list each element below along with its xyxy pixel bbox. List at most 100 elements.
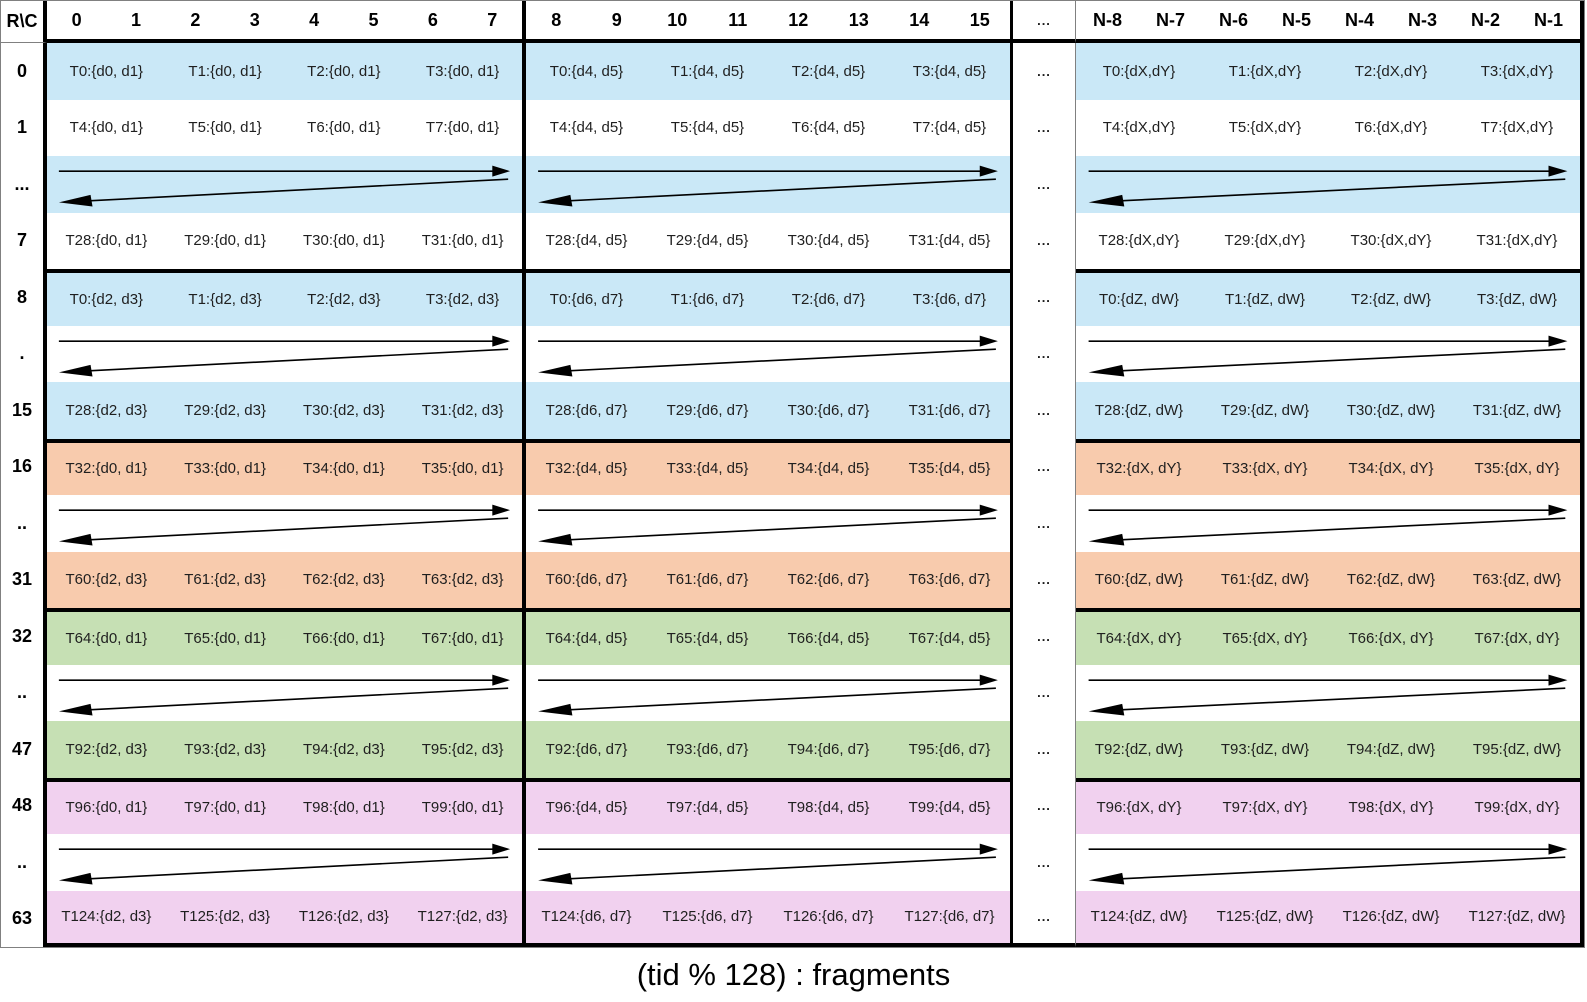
row-block: T92:{dZ, dW} T93:{dZ, dW} T94:{dZ, dW} T95:… — [1076, 721, 1584, 778]
fragment-cell: T60:{dZ, dW} — [1094, 571, 1184, 589]
fragment-cell: T126:{d6, d7} — [783, 908, 874, 926]
column-header: N-4 — [1344, 9, 1374, 30]
fragment-cell: T61:{d6, d7} — [666, 571, 749, 589]
table-row: 32 T64:{d0, d1} T65:{d0, d1} T66:{d0, d1} T6… — [1, 608, 1584, 665]
fragment-cell: T33:{d0, d1} — [184, 460, 266, 478]
header-block-3: N-8 N-7 N-6 N-5 N-4 N-3 N-2 N-1 — [1076, 1, 1584, 43]
ellipsis-cell: ... — [1013, 438, 1076, 495]
fragment-cell: T124:{d2, d3} — [61, 908, 152, 926]
column-header: 4 — [309, 9, 320, 30]
fragment-cell: T34:{dX, dY} — [1348, 460, 1434, 478]
column-header: 9 — [611, 9, 622, 30]
row-block — [1076, 325, 1584, 382]
fragment-cell: T30:{d2, d3} — [303, 401, 385, 419]
column-header: N-3 — [1407, 9, 1437, 30]
column-header: N-2 — [1470, 9, 1500, 30]
serpentine-order-arrow — [58, 843, 511, 885]
fragment-cell: T32:{dX, dY} — [1096, 460, 1182, 478]
fragment-cell: T31:{d6, d7} — [908, 401, 991, 419]
fragment-cell: T35:{d4, d5} — [908, 460, 991, 478]
fragment-cell: T0:{d0, d1} — [69, 62, 144, 80]
serpentine-order-arrow — [1088, 165, 1568, 207]
row-label: .. — [1, 834, 47, 891]
fragment-cell: T67:{d4, d5} — [908, 629, 991, 647]
fragment-cell: T63:{d6, d7} — [908, 571, 991, 589]
fragment-cell: T1:{d4, d5} — [670, 62, 745, 80]
ellipsis-cell: ... — [1013, 156, 1076, 213]
row-block: T92:{d6, d7} T93:{d6, d7} T94:{d6, d7} T95:… — [526, 721, 1013, 778]
fragment-cell: T63:{d2, d3} — [421, 571, 504, 589]
row-label: 48 — [1, 777, 47, 834]
column-header: 3 — [249, 9, 260, 30]
fragment-cell: T99:{dX, dY} — [1474, 799, 1560, 817]
fragment-cell: T97:{d0, d1} — [184, 799, 266, 817]
fragment-cell: T29:{d2, d3} — [184, 401, 266, 419]
fragment-cell: T35:{dX, dY} — [1474, 460, 1560, 478]
fragment-cell: T96:{d4, d5} — [545, 799, 628, 817]
fragment-cell: T6:{d4, d5} — [791, 119, 866, 137]
table-row: ..... — [1, 834, 1584, 891]
fragment-cell: T31:{dX,dY} — [1476, 232, 1558, 250]
row-block: T28:{dX,dY} T29:{dX,dY} T30:{dX,dY} T31:{dX… — [1076, 212, 1584, 269]
fragment-cell: T1:{d6, d7} — [670, 290, 745, 308]
row-block: T96:{d0, d1} T97:{d0, d1} T98:{d0, d1} T99:… — [47, 777, 526, 834]
ellipsis-cell: ... — [1013, 721, 1076, 778]
fragment-cell: T28:{dX,dY} — [1098, 232, 1180, 250]
fragment-cell: T34:{d0, d1} — [303, 460, 385, 478]
ellipsis-cell: ... — [1013, 608, 1076, 665]
ellipsis-cell: ... — [1013, 99, 1076, 156]
row-block: T64:{d0, d1} T65:{d0, d1} T66:{d0, d1} T67:… — [47, 608, 526, 665]
row-label: 8 — [1, 269, 47, 326]
fragment-cell: T125:{d6, d7} — [662, 908, 753, 926]
fragment-cell: T2:{d4, d5} — [791, 62, 866, 80]
row-block: T28:{d4, d5} T29:{d4, d5} T30:{d4, d5} T31:… — [526, 212, 1013, 269]
fragment-cell: T62:{d2, d3} — [303, 571, 385, 589]
fragment-cell: T95:{dZ, dW} — [1472, 740, 1562, 758]
fragment-cell: T98:{d4, d5} — [787, 799, 870, 817]
column-header: 10 — [667, 9, 688, 30]
fragment-cell: T31:{d2, d3} — [421, 401, 504, 419]
row-block — [526, 834, 1013, 891]
serpentine-order-arrow — [538, 504, 998, 546]
fragment-cell: T0:{d6, d7} — [549, 290, 624, 308]
fragment-cell: T5:{dX,dY} — [1228, 119, 1302, 137]
table-row: 48 T96:{d0, d1} T97:{d0, d1} T98:{d0, d1} T9… — [1, 777, 1584, 834]
fragment-cell: T30:{d4, d5} — [787, 232, 870, 250]
fragment-cell: T2:{dZ, dW} — [1350, 290, 1432, 308]
fragment-cell: T96:{d0, d1} — [65, 799, 148, 817]
row-block — [47, 834, 526, 891]
column-header: 14 — [909, 9, 930, 30]
fragment-cell: T2:{d2, d3} — [307, 290, 381, 308]
column-header: N-5 — [1281, 9, 1311, 30]
row-block: T4:{d0, d1} T5:{d0, d1} T6:{d0, d1} T7:{d0,… — [47, 99, 526, 156]
fragment-cell: T2:{dX,dY} — [1354, 62, 1428, 80]
fragment-cell: T65:{dX, dY} — [1222, 629, 1308, 647]
fragment-cell: T28:{d6, d7} — [545, 401, 628, 419]
header-block-1: 0 1 2 3 4 5 6 7 — [47, 1, 526, 43]
ellipsis-cell: ... — [1013, 382, 1076, 439]
row-label: 0 — [1, 43, 47, 100]
row-block — [526, 325, 1013, 382]
corner-header: R\C — [1, 1, 47, 43]
ellipsis-cell: ... — [1013, 777, 1076, 834]
ellipsis-cell: ... — [1013, 43, 1076, 100]
ellipsis-cell: ... — [1013, 890, 1076, 947]
fragment-cell: T28:{d4, d5} — [545, 232, 628, 250]
table-row: 15 T28:{d2, d3} T29:{d2, d3} T30:{d2, d3} T3… — [1, 382, 1584, 439]
fragment-cell: T30:{d6, d7} — [787, 401, 870, 419]
table-body: 0 T0:{d0, d1} T1:{d0, d1} T2:{d0, d1} T3:{d0… — [1, 43, 1584, 947]
table-row: 63 T124:{d2, d3} T125:{d2, d3} T126:{d2, d3… — [1, 890, 1584, 947]
table-row: 1 T4:{d0, d1} T5:{d0, d1} T6:{d0, d1} T7:{d0… — [1, 99, 1584, 156]
ellipsis-cell: ... — [1013, 495, 1076, 552]
fragment-cell: T126:{dZ, dW} — [1342, 908, 1440, 926]
serpentine-order-arrow — [58, 165, 511, 207]
column-header: 8 — [551, 9, 562, 30]
fragment-cell: T31:{dZ, dW} — [1472, 401, 1562, 419]
fragment-cell: T124:{d6, d7} — [541, 908, 632, 926]
row-block: T4:{dX,dY} T5:{dX,dY} T6:{dX,dY} T7:{dX,dY} — [1076, 99, 1584, 156]
row-block — [47, 495, 526, 552]
fragment-cell: T0:{d4, d5} — [549, 62, 624, 80]
serpentine-order-arrow — [1088, 674, 1568, 715]
fragment-cell: T31:{d4, d5} — [908, 232, 991, 250]
